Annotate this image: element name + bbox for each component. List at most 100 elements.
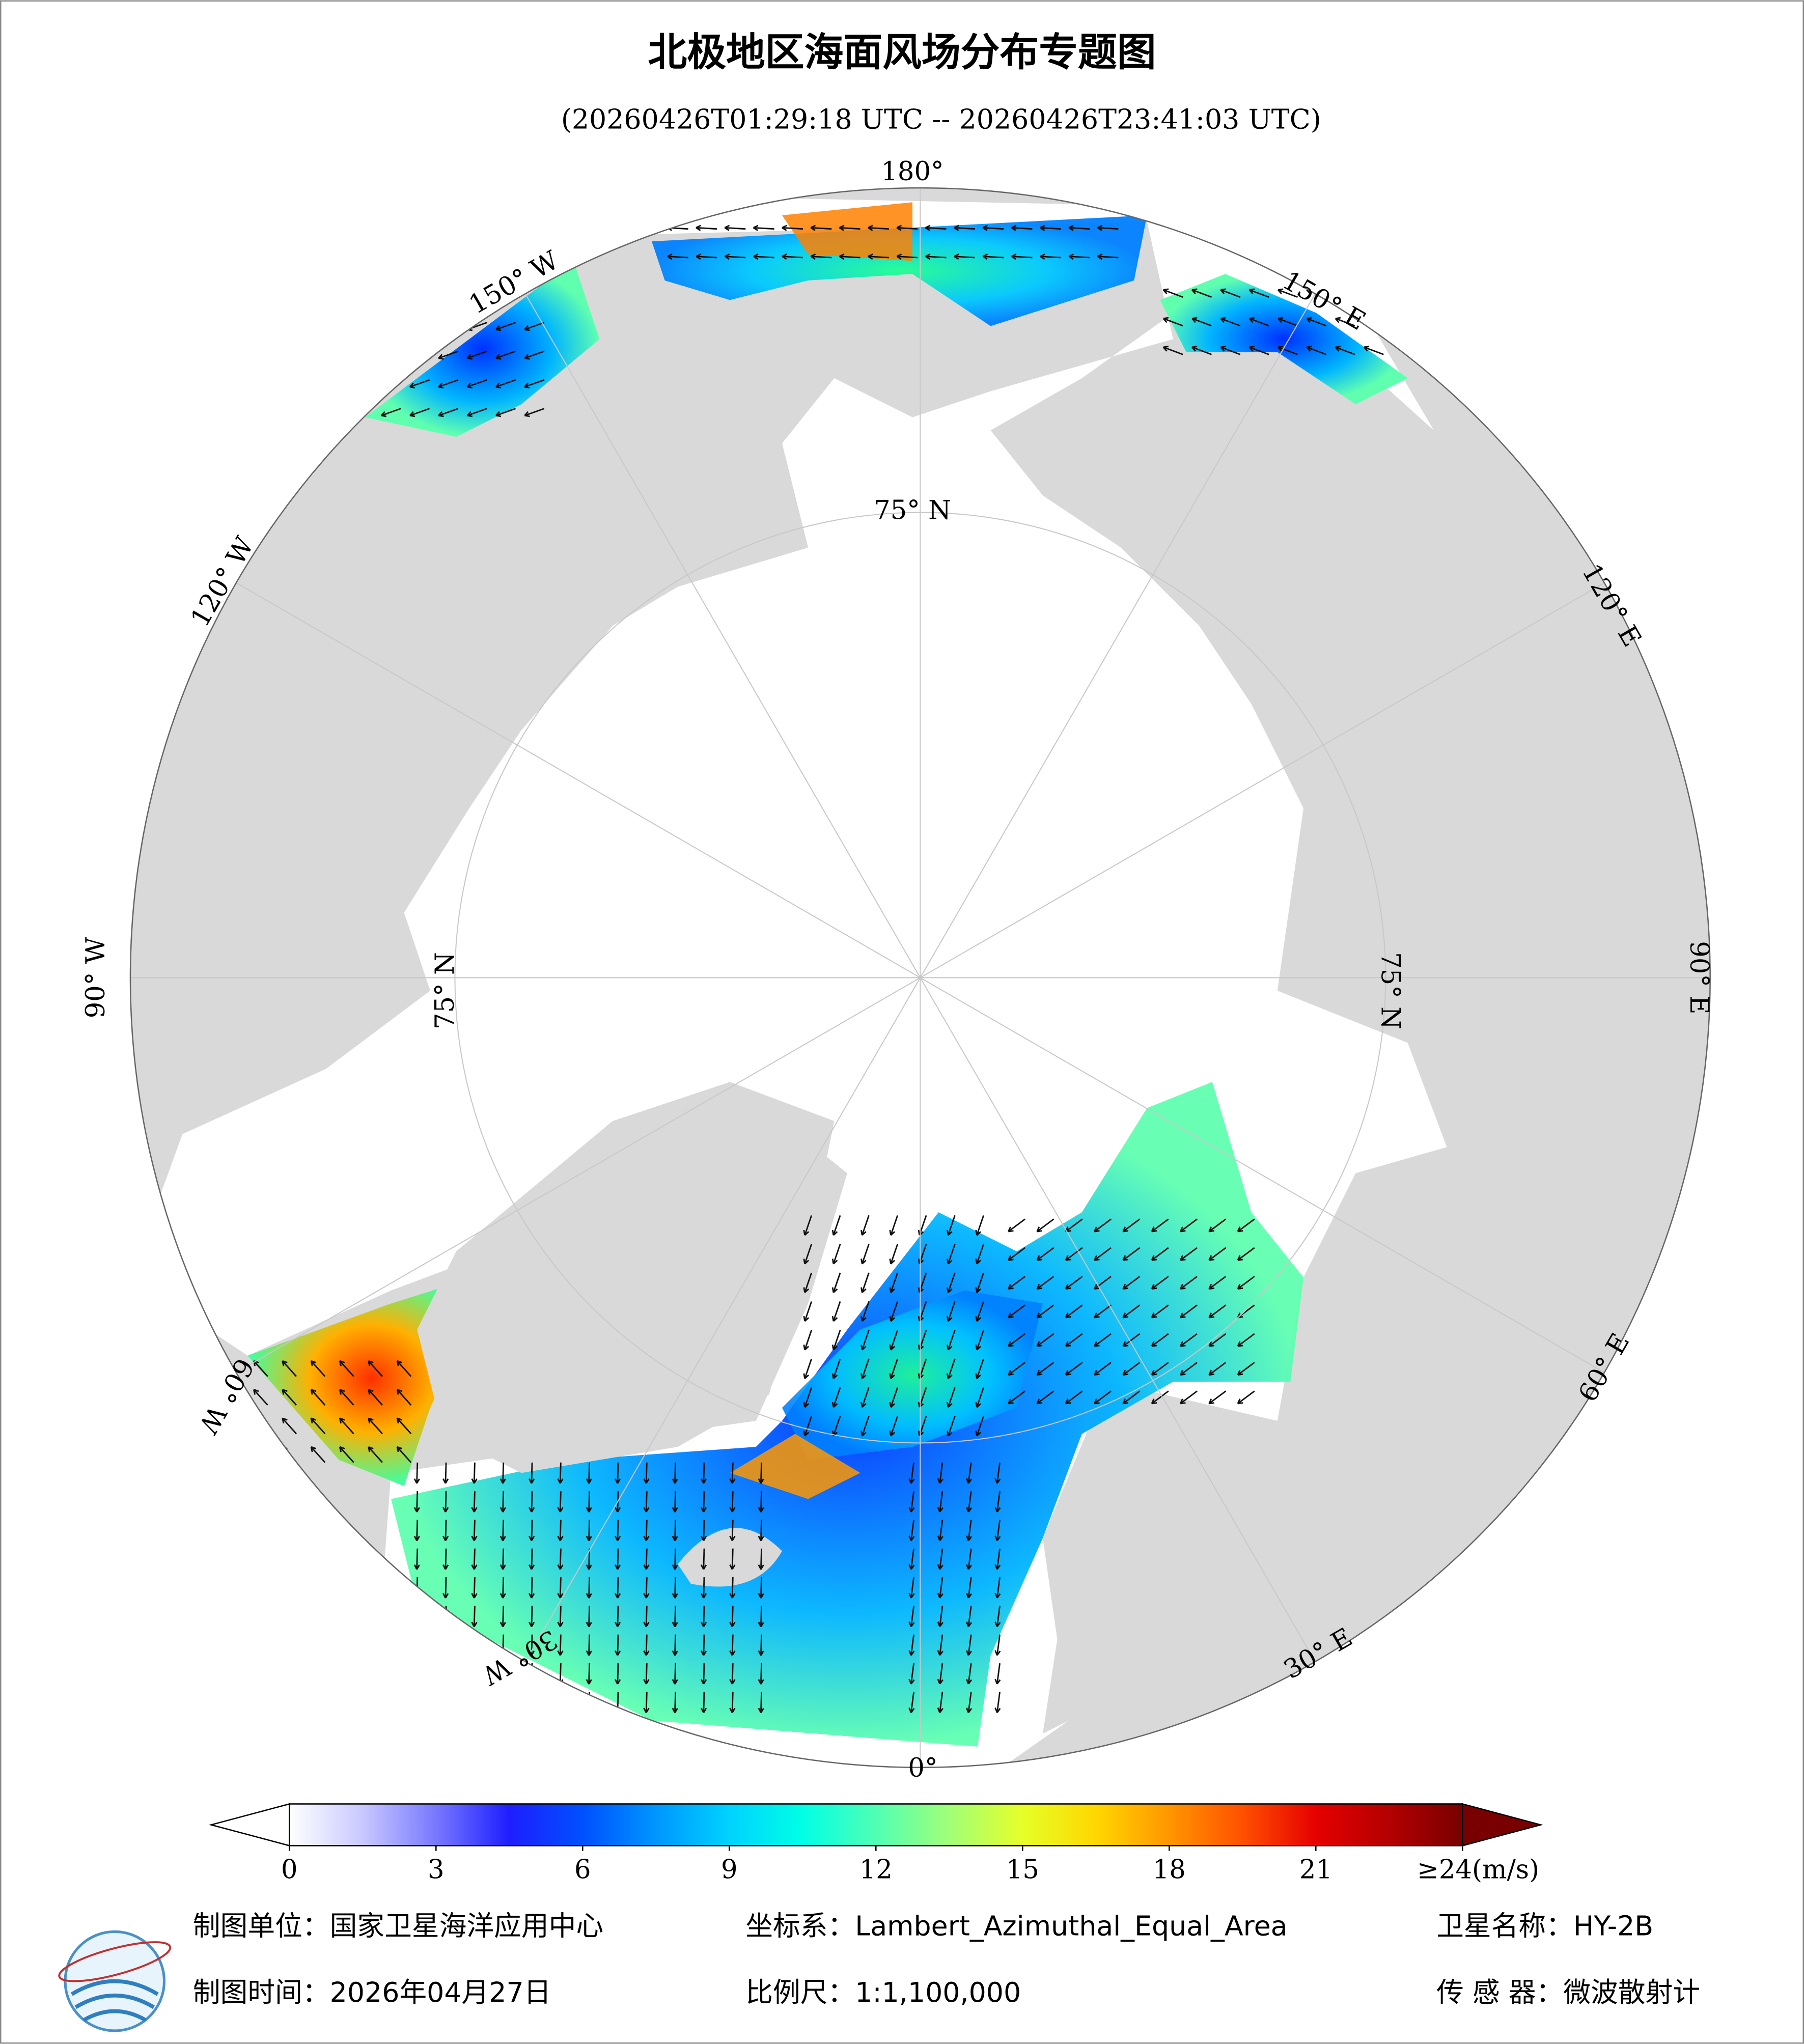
wind-arrow	[889, 1215, 899, 1236]
wind-arrow	[1094, 1333, 1112, 1347]
wind-arrow	[557, 1634, 564, 1656]
wind-arrow	[1306, 346, 1327, 355]
wind-arrow	[1208, 1276, 1227, 1290]
wind-arrow	[1036, 1362, 1054, 1376]
wind-arrow	[643, 1663, 650, 1685]
wind-arrow	[1065, 1247, 1083, 1261]
wind-arrow	[1094, 1276, 1112, 1290]
title: 北极地区海面风场分布专题图	[648, 30, 1156, 75]
wind-arrow	[1122, 1276, 1141, 1290]
wind-arrow	[1208, 1333, 1227, 1347]
wind-arrow	[1151, 1218, 1169, 1233]
wind-arrow	[495, 379, 516, 388]
colorbar-tick-label: 3	[428, 1855, 445, 1885]
wind-arrow	[1191, 288, 1212, 298]
wind-arrow	[937, 1634, 943, 1656]
wind-arrow	[1180, 1247, 1198, 1261]
wind-arrow	[1122, 1304, 1141, 1319]
wind-arrow	[700, 1491, 707, 1513]
wind-arrow	[1220, 346, 1241, 355]
wind-arrow	[1208, 1247, 1227, 1261]
wind-arrow	[908, 1462, 915, 1484]
logo	[58, 1930, 172, 2032]
wind-arrow	[831, 1244, 841, 1265]
wind-arrow	[466, 350, 487, 360]
wind-arrow	[889, 1301, 899, 1322]
wind-arrow	[586, 1462, 592, 1484]
wind-arrow	[975, 1416, 985, 1437]
wind-arrow	[1248, 317, 1269, 327]
wind-arrow	[803, 1387, 813, 1408]
wind-arrow	[1008, 1218, 1026, 1233]
wind-arrow	[861, 1301, 870, 1322]
wind-arrow	[442, 1491, 449, 1513]
wind-arrow	[729, 1634, 736, 1656]
wind-arrow	[782, 253, 803, 260]
wind-arrow	[1008, 1304, 1026, 1319]
wind-arrow	[908, 1548, 915, 1570]
wind-arrow	[499, 1577, 506, 1599]
wind-arrow	[282, 1389, 297, 1406]
wind-arrow	[471, 1577, 478, 1599]
wind-arrow	[339, 1389, 354, 1406]
wind-arrow	[1220, 317, 1241, 327]
wind-arrow	[1278, 288, 1298, 298]
wind-arrow	[614, 1577, 621, 1599]
wind-arrow	[1151, 1276, 1169, 1290]
footer-scale: 比例尺：1:1,100,000	[745, 1976, 1021, 2008]
wind-arrow	[975, 1330, 985, 1351]
wind-arrow	[810, 225, 832, 231]
meridian	[231, 977, 921, 1376]
wind-arrow	[994, 1577, 1001, 1599]
wind-arrow	[908, 1491, 915, 1513]
wind-arrow	[994, 1491, 1001, 1513]
colorbar-tick-label: 6	[574, 1855, 591, 1885]
wind-arrow	[700, 1577, 707, 1599]
wind-arrow	[1237, 1333, 1255, 1347]
wind-arrow	[1180, 1333, 1198, 1347]
wind-arrow	[908, 1606, 915, 1627]
wind-arrow	[667, 253, 688, 260]
wind-arrow	[409, 379, 430, 388]
wind-arrow	[524, 408, 545, 417]
sea-ice-ocean	[130, 195, 1447, 1768]
wind-arrow	[586, 1606, 592, 1628]
map-disk	[130, 188, 1710, 1768]
wind-arrow	[758, 1606, 764, 1628]
wind-arrow	[442, 1548, 449, 1570]
wind-arrow	[442, 1520, 449, 1542]
wind-arrow	[1180, 1362, 1198, 1376]
wind-arrow	[672, 1692, 678, 1713]
wind-arrow	[861, 1244, 870, 1265]
wind-arrow	[471, 1606, 478, 1628]
wind-arrow	[528, 1577, 535, 1599]
wind-arrow	[643, 1548, 650, 1570]
wind-arrow	[586, 1520, 592, 1542]
colorbar-tick-label: 18	[1153, 1855, 1186, 1885]
wind-arrow	[557, 1520, 564, 1542]
wind-arrow	[839, 225, 861, 231]
colorbar-tick-label: ≥24(m/s)	[1417, 1855, 1539, 1885]
wind-arrow	[1208, 1390, 1227, 1405]
wind-arrow	[310, 1389, 326, 1406]
wind-arrow	[758, 1548, 764, 1570]
wind-arrow	[1036, 1247, 1054, 1261]
wind-arrow	[1008, 1362, 1026, 1376]
wind-arrow	[700, 1462, 707, 1484]
wind-arrow	[528, 1491, 535, 1513]
wind-arrow	[965, 1634, 973, 1656]
wind-arrow	[937, 1663, 943, 1685]
subtitle: (20260426T01:29:18 UTC -- 20260426T23:41…	[561, 103, 1321, 135]
wind-arrow	[1036, 1304, 1054, 1319]
wind-arrow	[614, 1548, 621, 1570]
wind-arrow	[586, 1634, 592, 1656]
wind-arrow	[782, 225, 803, 231]
wind-arrow	[1065, 1390, 1083, 1405]
wind-arrow	[368, 1389, 383, 1406]
wind-arrow	[672, 1606, 678, 1628]
wind-arrow	[700, 1634, 707, 1656]
wind-arrow	[1094, 1304, 1112, 1319]
wind-arrow	[1248, 346, 1269, 355]
wind-arrow	[1208, 1362, 1227, 1376]
wind-arrow	[1122, 1390, 1141, 1405]
